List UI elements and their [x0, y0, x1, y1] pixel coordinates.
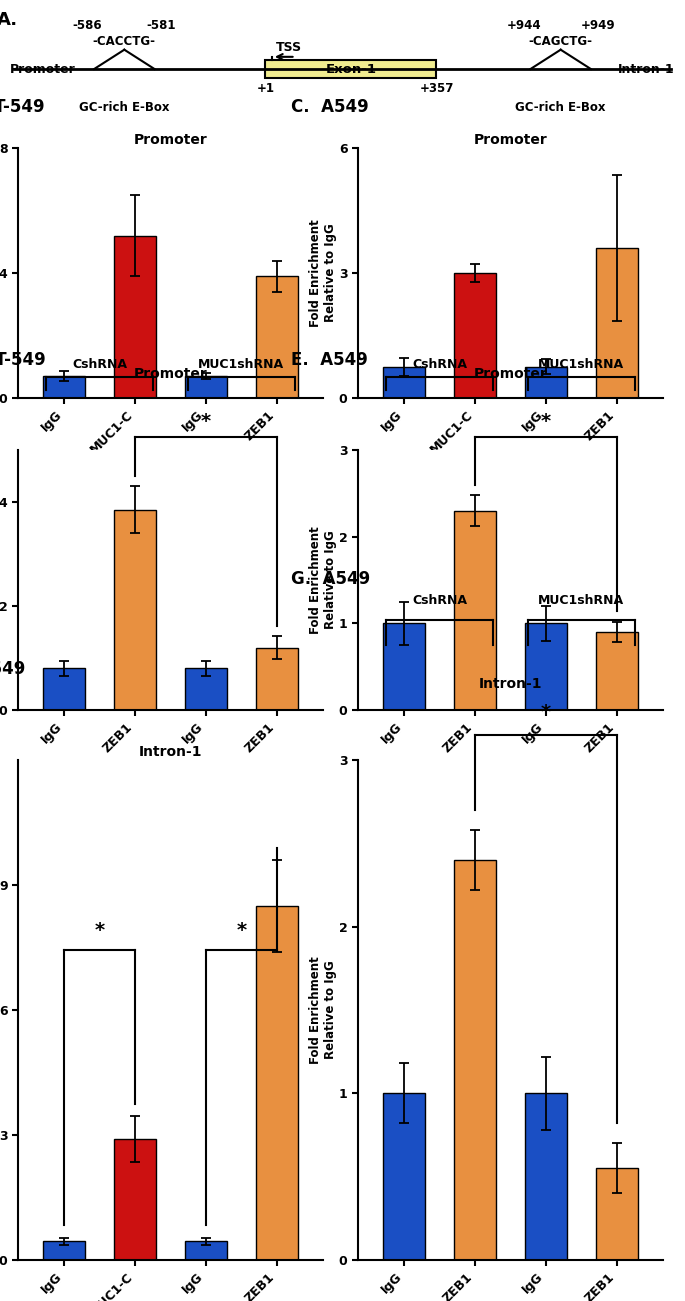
Bar [185, 376, 227, 398]
Bar [453, 273, 497, 398]
Bar [43, 376, 86, 398]
Text: G.  A549: G. A549 [291, 570, 370, 588]
Y-axis label: Fold Enrichment
Relative to IgG: Fold Enrichment Relative to IgG [310, 956, 338, 1064]
Text: E.  A549: E. A549 [291, 351, 368, 369]
Text: CshRNA: CshRNA [72, 358, 127, 371]
Title: Intron-1: Intron-1 [479, 677, 543, 691]
Bar [43, 669, 86, 710]
Bar [185, 669, 227, 710]
Text: -586: -586 [73, 20, 102, 33]
Bar [596, 632, 638, 710]
Bar [453, 860, 497, 1259]
Text: A.: A. [0, 10, 18, 29]
Text: +949: +949 [580, 20, 615, 33]
Bar [525, 623, 567, 710]
Text: MUC1shRNA: MUC1shRNA [199, 358, 284, 371]
Bar [114, 1140, 156, 1259]
Text: +1: +1 [256, 82, 274, 95]
Bar [185, 1241, 227, 1259]
Text: CshRNA: CshRNA [412, 595, 467, 608]
FancyBboxPatch shape [265, 60, 436, 78]
Text: *: * [236, 921, 247, 941]
Text: Intron-1: Intron-1 [618, 62, 675, 75]
Text: -CAGCTG-: -CAGCTG- [529, 35, 593, 48]
Text: Exon-1: Exon-1 [325, 62, 376, 75]
Bar [525, 367, 567, 398]
Text: *: * [95, 921, 105, 941]
Bar [596, 1168, 638, 1259]
Y-axis label: Fold Enrichment
Relative to IgG: Fold Enrichment Relative to IgG [310, 526, 338, 634]
Bar [383, 1093, 425, 1259]
Text: GC-rich E-Box: GC-rich E-Box [79, 101, 170, 114]
Text: F.  A549: F. A549 [0, 660, 25, 678]
Text: -CACCTG-: -CACCTG- [93, 35, 155, 48]
Text: *: * [201, 411, 211, 431]
Title: Promoter: Promoter [473, 133, 547, 147]
Bar [383, 367, 425, 398]
Bar [256, 648, 298, 710]
Bar [114, 235, 156, 398]
Y-axis label: Fold Enrichment
Relative to IgG: Fold Enrichment Relative to IgG [310, 219, 338, 327]
Text: GC-rich E-Box: GC-rich E-Box [515, 101, 606, 114]
Title: Promoter: Promoter [473, 367, 547, 381]
Bar [114, 510, 156, 710]
Bar [256, 905, 298, 1259]
Title: Intron-1: Intron-1 [139, 745, 202, 758]
Text: Promoter: Promoter [10, 62, 76, 75]
Text: *: * [541, 704, 551, 722]
Bar [383, 623, 425, 710]
Text: *: * [541, 411, 551, 431]
Text: +944: +944 [506, 20, 541, 33]
Bar [43, 1241, 86, 1259]
Bar [453, 511, 497, 710]
Text: -581: -581 [147, 20, 176, 33]
Bar [525, 1093, 567, 1259]
Text: B.  BT-549: B. BT-549 [0, 98, 45, 116]
Text: CshRNA: CshRNA [412, 358, 467, 371]
Title: Promoter: Promoter [134, 133, 208, 147]
Text: TSS: TSS [276, 40, 302, 53]
Text: MUC1shRNA: MUC1shRNA [538, 358, 625, 371]
Bar [596, 248, 638, 398]
Text: MUC1shRNA: MUC1shRNA [538, 595, 625, 608]
Text: C.  A549: C. A549 [291, 98, 369, 116]
Title: Promoter: Promoter [134, 367, 208, 381]
Text: +357: +357 [419, 82, 453, 95]
Text: D.  BT-549: D. BT-549 [0, 351, 46, 369]
Bar [256, 276, 298, 398]
